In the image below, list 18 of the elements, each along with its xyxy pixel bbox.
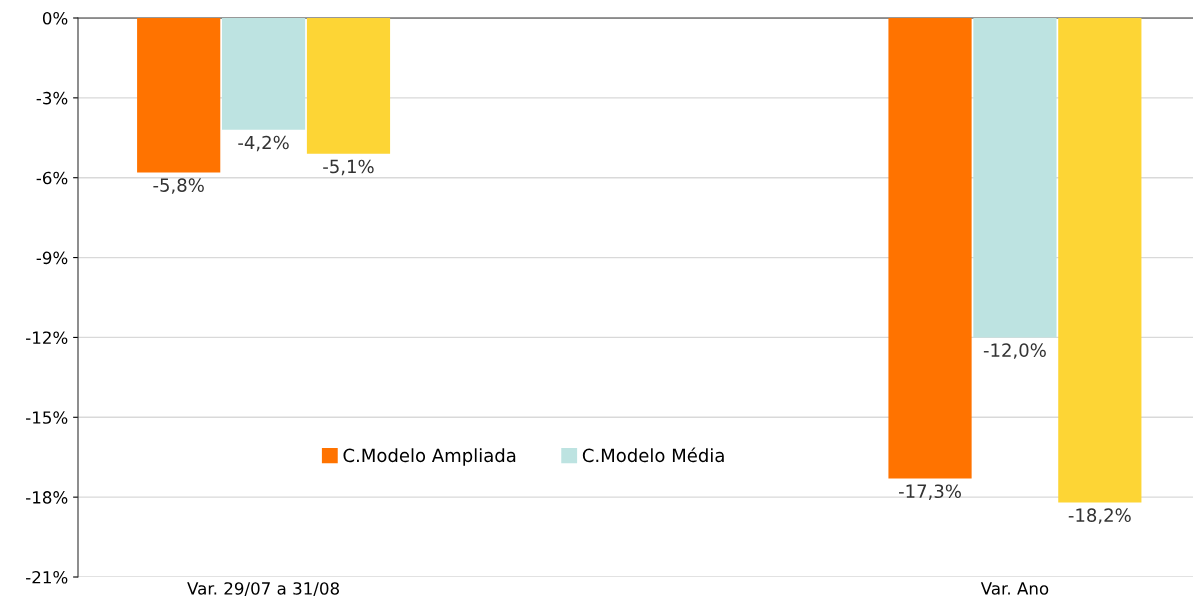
y-tick-label: -12% [26,331,68,344]
y-tick-label: 0% [42,11,68,25]
data-label: -12,0% [983,343,1046,359]
x-tick-label: Var. Ano [980,582,1049,595]
y-tick-label: -3% [36,91,68,105]
legend-label: C.Modelo Ampliada [343,448,516,466]
x-tick-label: Var. 29/07 a 31/08 [187,582,339,597]
data-label: -17,3% [898,484,961,500]
y-tick-label: -9% [36,251,68,265]
data-label: -18,2% [1068,508,1131,524]
y-tick-label: -15% [26,411,68,424]
data-label: -5,8% [153,178,204,194]
data-label: -5,1% [323,159,374,176]
y-tick-label: -21% [26,570,68,584]
legend-label: C.Modelo Média [582,447,724,463]
y-tick-label: -6% [36,171,68,185]
data-label: -4,2% [238,135,289,152]
y-tick-label: -18% [26,491,68,504]
